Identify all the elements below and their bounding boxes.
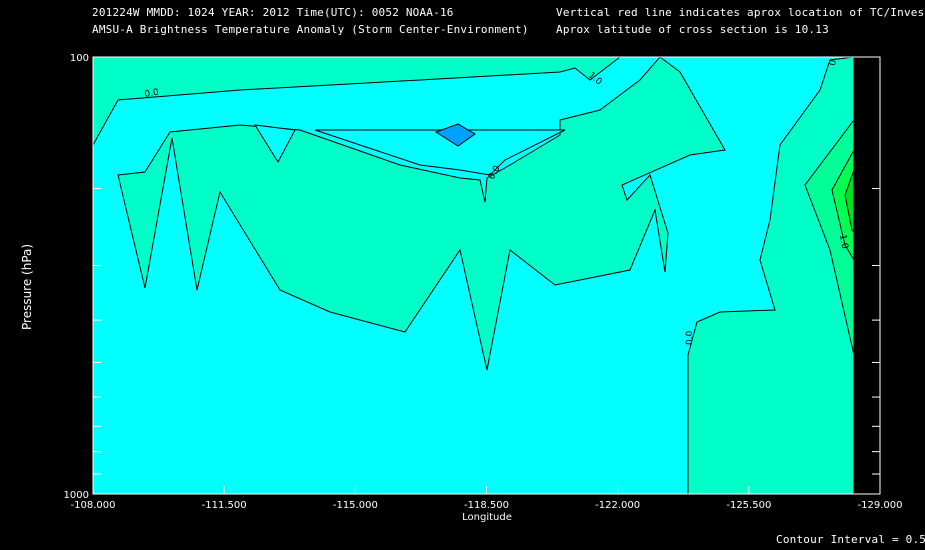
header-line2-left: AMSU-A Brightness Temperature Anomaly (S…	[92, 23, 529, 36]
x-tick-label: -115.000	[333, 500, 378, 511]
x-tick-label: -129.000	[858, 500, 903, 511]
y-axis-label: Pressure (hPa)	[20, 243, 34, 330]
x-tick-label: -122.000	[595, 500, 640, 511]
header-line1-left: 201224W MMDD: 1024 YEAR: 2012 Time(UTC):…	[92, 6, 454, 19]
contour-label: 0.0	[685, 330, 695, 345]
contour-label: 0.0	[828, 50, 840, 66]
fill-level-0-inner	[254, 124, 296, 164]
x-tick-label: -111.500	[202, 500, 247, 511]
y-tick-label: 1000	[64, 490, 89, 501]
no-data-strip	[854, 57, 880, 494]
fill-level-05-upper	[92, 56, 622, 147]
fill-level-neg05	[434, 123, 476, 147]
x-tick-label: -118.500	[464, 500, 509, 511]
contour-label: 0.0	[144, 88, 160, 100]
header-line1-right: Vertical red line indicates aprox locati…	[556, 6, 925, 19]
fill-level-0-inner2	[314, 129, 566, 176]
header-line2-right: Aprox latitude of cross section is 10.13	[556, 23, 829, 36]
y-tick-label: 100	[70, 53, 89, 64]
x-axis-label: Longitude	[462, 512, 512, 523]
y-ticks: 100 1000	[64, 53, 880, 501]
x-ticks: -108.000 -111.500 -115.000 -118.500 -122.000…	[71, 486, 903, 511]
contour-label: 1.0	[837, 234, 849, 250]
contour-interval: Contour Interval = 0.5K	[776, 533, 925, 546]
x-tick-label: -125.500	[726, 500, 771, 511]
x-tick-label: -108.000	[71, 500, 116, 511]
